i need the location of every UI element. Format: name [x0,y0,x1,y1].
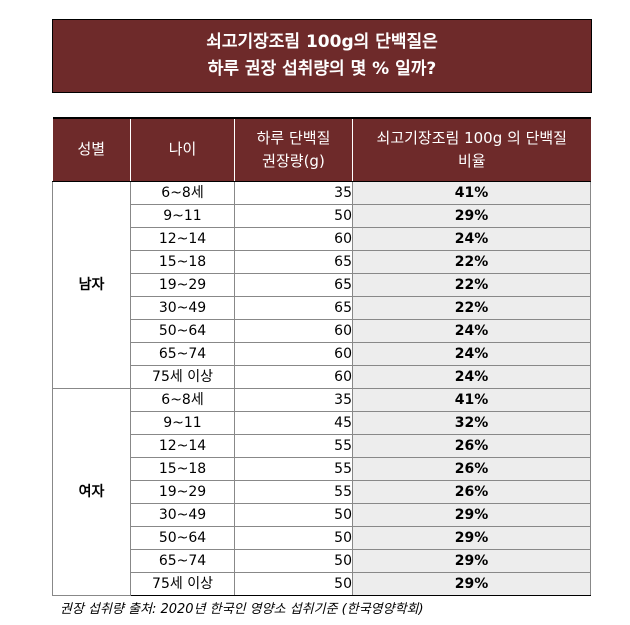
age-cell: 50~64 [130,526,235,550]
table-row: 75세 이상 50 29% [53,572,591,596]
amount-cell: 35 [234,181,353,205]
header-amount-line1: 하루 단백질 [256,128,331,147]
age-cell: 19~29 [130,480,235,504]
ratio-cell: 22% [352,250,591,274]
header-gender: 성별 [52,118,131,182]
table-row: 12~14 60 24% [53,227,591,251]
table-row: 12~14 55 26% [53,434,591,458]
ratio-cell: 29% [352,204,591,228]
ratio-cell: 24% [352,342,591,366]
amount-cell: 60 [234,365,353,389]
table-row: 30~49 50 29% [53,503,591,527]
source-note: 권장 섭취량 출처: 2020년 한국인 영양소 섭취기준 (한국영양학회) [60,602,424,617]
ratio-cell: 26% [352,434,591,458]
amount-cell: 60 [234,227,353,251]
protein-table: 성별 나이 하루 단백질 권장량(g) 쇠고기장조림 100g 의 단백질 비율… [52,117,591,596]
table-row: 15~18 65 22% [53,250,591,274]
header-amount: 하루 단백질 권장량(g) [234,118,353,182]
table-row: 50~64 50 29% [53,526,591,550]
amount-cell: 55 [234,480,353,504]
age-cell: 65~74 [130,342,235,366]
amount-cell: 55 [234,457,353,481]
age-cell: 12~14 [130,434,235,458]
table-row: 19~29 65 22% [53,273,591,297]
age-cell: 65~74 [130,549,235,573]
table-header-row: 성별 나이 하루 단백질 권장량(g) 쇠고기장조림 100g 의 단백질 비율 [52,118,591,182]
ratio-cell: 41% [352,181,591,205]
age-cell: 75세 이상 [130,365,235,389]
table-row: 65~74 50 29% [53,549,591,573]
table-row: 30~49 65 22% [53,296,591,320]
ratio-cell: 41% [352,388,591,412]
table-row: 50~64 60 24% [53,319,591,343]
header-ratio: 쇠고기장조림 100g 의 단백질 비율 [352,118,591,182]
amount-cell: 50 [234,503,353,527]
amount-cell: 35 [234,388,353,412]
age-cell: 15~18 [130,250,235,274]
title-banner: 쇠고기장조림 100g의 단백질은 하루 권장 섭취량의 몇 % 일까? [52,19,592,93]
ratio-cell: 26% [352,480,591,504]
table-row: 75세 이상 60 24% [53,365,591,389]
header-ratio-line2: 비율 [457,152,486,170]
age-cell: 50~64 [130,319,235,343]
title-line-1: 쇠고기장조림 100g의 단백질은 [206,32,438,53]
age-cell: 6~8세 [130,388,235,412]
amount-cell: 45 [234,411,353,435]
gender-cell: 남자 [52,181,131,389]
amount-cell: 65 [234,273,353,297]
ratio-cell: 24% [352,365,591,389]
amount-cell: 50 [234,204,353,228]
age-cell: 9~11 [130,411,235,435]
amount-cell: 50 [234,526,353,550]
age-cell: 15~18 [130,457,235,481]
age-cell: 30~49 [130,296,235,320]
table-row: 15~18 55 26% [53,457,591,481]
amount-cell: 65 [234,296,353,320]
ratio-cell: 22% [352,296,591,320]
table-row: 남자 6~8세 35 41% [52,181,591,389]
age-cell: 6~8세 [130,181,235,205]
table-row: 19~29 55 26% [53,480,591,504]
header-amount-line2: 권장량(g) [262,152,325,170]
table-row: 여자 6~8세 35 41% [52,388,591,596]
ratio-cell: 26% [352,457,591,481]
age-cell: 12~14 [130,227,235,251]
amount-cell: 50 [234,572,353,596]
ratio-cell: 29% [352,572,591,596]
ratio-cell: 32% [352,411,591,435]
title-line-2: 하루 권장 섭취량의 몇 % 일까? [207,59,437,79]
amount-cell: 60 [234,342,353,366]
table-row: 9~11 45 32% [53,411,591,435]
age-cell: 19~29 [130,273,235,297]
amount-cell: 50 [234,549,353,573]
header-ratio-line1: 쇠고기장조림 100g 의 단백질 [376,128,567,147]
amount-cell: 55 [234,434,353,458]
amount-cell: 60 [234,319,353,343]
gender-cell: 여자 [52,388,131,596]
age-cell: 9~11 [130,204,235,228]
amount-cell: 65 [234,250,353,274]
ratio-cell: 22% [352,273,591,297]
ratio-cell: 29% [352,549,591,573]
ratio-cell: 24% [352,227,591,251]
table-row: 9~11 50 29% [53,204,591,228]
ratio-cell: 24% [352,319,591,343]
age-cell: 75세 이상 [130,572,235,596]
ratio-cell: 29% [352,503,591,527]
header-age: 나이 [130,118,235,182]
table-row: 65~74 60 24% [53,342,591,366]
ratio-cell: 29% [352,526,591,550]
age-cell: 30~49 [130,503,235,527]
